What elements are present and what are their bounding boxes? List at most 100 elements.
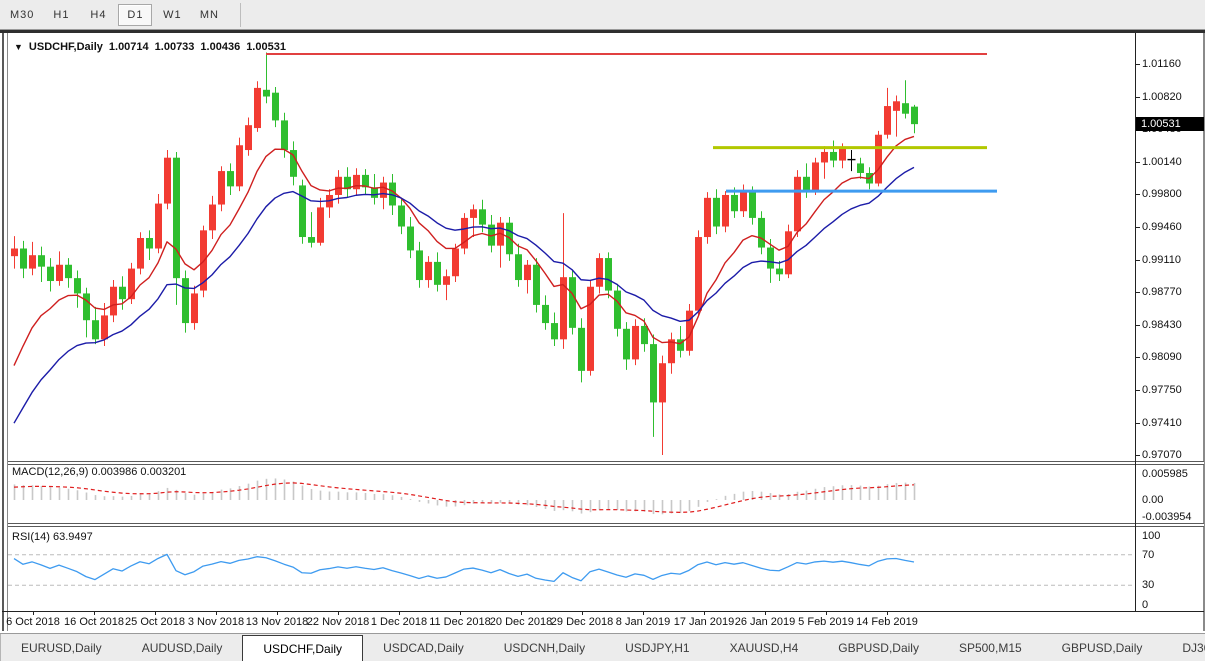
rsi-layer [8, 553, 1135, 586]
price-axis-tick: 0.99110 [1142, 253, 1181, 266]
chart-tab-dj30-h4[interactable]: DJ30,H4 [1182, 640, 1205, 655]
chart-tab-usdcnh-daily[interactable]: USDCNH,Daily [503, 640, 586, 655]
macd-layer [13, 478, 916, 515]
timeframe-button-m30[interactable]: M30 [10, 8, 35, 21]
rsi-axis-tick: 0 [1142, 599, 1149, 611]
price-axis-tick: 0.98770 [1142, 286, 1182, 299]
chart-tab-sp500-m15[interactable]: SP500,M15 [958, 640, 1022, 655]
macd-values: 0.003986 0.003201 [91, 466, 187, 478]
chart-close: 1.00531 [246, 41, 286, 53]
chart-tab-gbpusd-daily[interactable]: GBPUSD,Daily [1061, 640, 1143, 655]
time-axis-label: 22 Nov 2018 [306, 616, 370, 628]
time-axis-tickmark [216, 611, 217, 615]
panel-separator-rsi[interactable] [8, 523, 1204, 527]
rsi-label: RSI(14) [12, 531, 50, 543]
time-axis-label: 16 Oct 2018 [64, 616, 124, 628]
macd-label: MACD(12,26,9) [12, 466, 89, 478]
macd-axis-tick: 0.005985 [1142, 468, 1188, 480]
window-right-border [1203, 33, 1205, 631]
current-price-tag: 1.00531 [1136, 117, 1204, 131]
time-axis-tickmark [399, 611, 400, 615]
price-axis-tick: 0.98090 [1142, 351, 1182, 364]
time-axis-label: 8 Jan 2019 [615, 616, 671, 628]
window-left-border-inner [7, 33, 8, 631]
time-axis-label: 3 Nov 2018 [187, 616, 245, 628]
price-axis-tickmark [1135, 96, 1140, 98]
timeframe-button-h1[interactable]: H1 [53, 8, 70, 21]
chart-title: ▼ USDCHF,Daily 1.00714 1.00733 1.00436 1… [14, 41, 286, 53]
time-axis-tickmark [643, 611, 644, 615]
time-axis-tickmark [765, 611, 766, 615]
candles-layer [11, 52, 918, 456]
macd-axis-tick: 0.00 [1142, 494, 1164, 506]
rsi-panel-label: RSI(14) 63.9497 [12, 531, 93, 543]
toolbar-separator [240, 2, 242, 27]
time-axis-tickmark [582, 611, 583, 615]
time-axis-tickmark [155, 611, 156, 615]
price-axis-tickmark [1135, 324, 1140, 326]
tab-stub [0, 634, 1, 661]
timeframe-button-w1[interactable]: W1 [163, 8, 182, 21]
time-axis-tickmark [887, 611, 888, 615]
window-top-border [0, 30, 1205, 33]
price-axis-tickmark [1135, 357, 1140, 359]
time-axis-label: 6 Oct 2018 [6, 616, 60, 628]
time-axis-label: 13 Nov 2018 [245, 616, 309, 628]
price-axis-tickmark [1135, 292, 1140, 294]
rsi-axis-tick: 100 [1142, 530, 1161, 542]
chart-tab-xauusd-h4[interactable]: XAUUSD,H4 [729, 640, 799, 655]
time-axis-label: 20 Dec 2018 [489, 616, 553, 628]
chart-open: 1.00714 [108, 41, 149, 53]
price-axis-tickmark [1135, 259, 1140, 261]
time-axis-tickmark [826, 611, 827, 615]
price-axis-tick: 0.99800 [1142, 188, 1182, 201]
price-axis-tickmark [1135, 161, 1140, 163]
hlines-layer [266, 52, 997, 193]
price-axis-tick: 0.97410 [1142, 416, 1182, 429]
chart-tab-usdjpy-h1[interactable]: USDJPY,H1 [625, 640, 690, 655]
chart-tab-gbpusd-daily[interactable]: GBPUSD,Daily [838, 640, 919, 655]
time-axis-tickmark [338, 611, 339, 615]
price-axis-tick: 0.97750 [1142, 383, 1182, 396]
rsi-axis-tick: 70 [1142, 548, 1155, 561]
price-axis-tick: 0.99460 [1142, 220, 1182, 233]
symbol-dropdown-icon[interactable]: ▼ [14, 42, 23, 52]
time-axis-tickmark [94, 611, 95, 615]
time-axis-tickmark [704, 611, 705, 615]
time-axis-label: 5 Feb 2019 [798, 616, 854, 628]
timeframe-button-h4[interactable]: H4 [90, 8, 107, 21]
price-axis-tick: 1.00140 [1142, 155, 1182, 168]
chart-low: 1.00436 [200, 41, 241, 53]
timeframe-button-d1[interactable]: D1 [118, 3, 153, 26]
time-axis-tickmark [33, 611, 34, 615]
chart-tab-eurusd-daily[interactable]: EURUSD,Daily [21, 640, 102, 655]
time-axis-tickmark [460, 611, 461, 615]
price-axis-tick: 1.00820 [1142, 90, 1182, 103]
time-axis-border [2, 611, 1204, 612]
price-axis-tick: 0.97070 [1142, 449, 1182, 461]
time-axis-label: 14 Feb 2019 [856, 616, 918, 628]
macd-axis-tick: -0.003954 [1142, 511, 1192, 524]
timeframe-button-mn[interactable]: MN [199, 8, 219, 21]
macd-panel-label: MACD(12,26,9) 0.003986 0.003201 [12, 466, 186, 478]
chart-tab-usdcad-daily[interactable]: USDCAD,Daily [383, 640, 464, 655]
time-axis-tickmark [521, 611, 522, 615]
chart-symbol: USDCHF,Daily [28, 41, 103, 53]
price-axis-tick: 1.01160 [1142, 58, 1181, 70]
time-axis-tickmark [277, 611, 278, 615]
window-left-border [2, 33, 4, 631]
time-axis-label: 25 Oct 2018 [125, 616, 185, 628]
time-axis-label: 17 Jan 2019 [673, 616, 735, 628]
chart-tab-audusd-daily[interactable]: AUDUSD,Daily [141, 640, 223, 655]
price-axis-border [1135, 33, 1136, 611]
price-axis-tickmark [1135, 194, 1140, 196]
timeframe-toolbar: M30 H1 H4 D1 W1 MN [0, 0, 1205, 30]
rsi-axis-tick: 30 [1142, 579, 1155, 592]
chart-tabbar: EURUSD,Daily AUDUSD,Daily USDCHF,Daily USDC… [0, 633, 1205, 661]
price-axis-tickmark [1135, 422, 1140, 424]
time-axis-label: 29 Dec 2018 [550, 616, 614, 628]
moving-averages-layer [13, 135, 915, 424]
panel-separator-macd[interactable] [8, 461, 1204, 465]
chart-tab-usdchf-daily[interactable]: USDCHF,Daily [242, 635, 364, 661]
